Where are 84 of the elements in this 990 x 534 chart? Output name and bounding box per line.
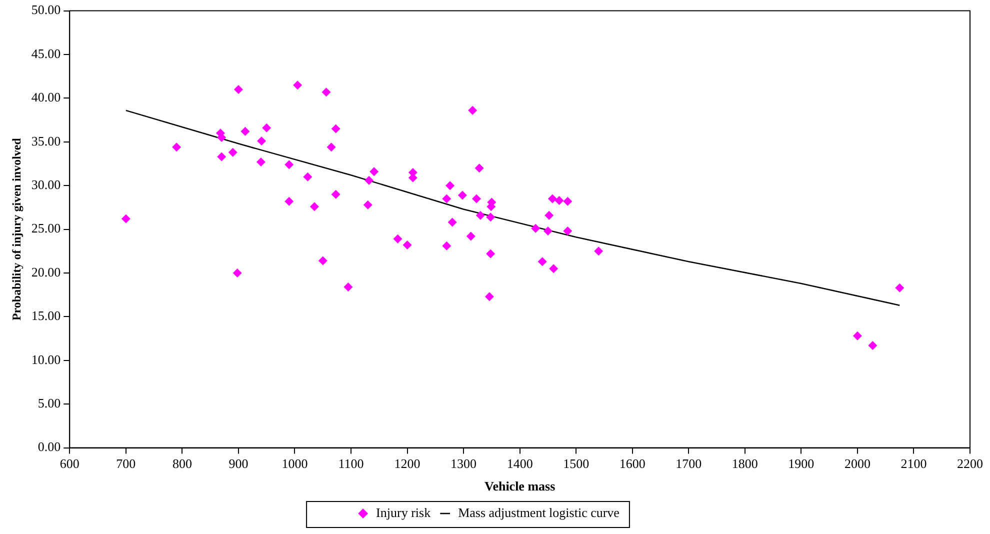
point [563,196,572,206]
point [256,158,266,166]
point [293,80,302,90]
y-tick-label: 50.00 [31,2,61,18]
x-tick-label: 1100 [338,456,364,472]
point [257,136,266,146]
point [364,176,374,185]
point [446,181,455,190]
x-tick-label: 2100 [900,456,927,472]
y-tick-label: 5.00 [38,396,61,411]
x-tick-label: 1900 [788,456,814,472]
point [472,194,481,204]
x-tick-label: 900 [228,456,248,472]
point [322,88,331,97]
point [393,234,402,244]
y-tick-label: 45.00 [31,46,61,61]
x-tick-label: 700 [116,456,136,472]
point [531,224,540,233]
point [331,124,340,134]
point [262,123,272,132]
point [370,167,379,176]
point [486,249,496,258]
y-tick-label: 0.00 [38,439,61,454]
point [331,190,340,199]
x-tick-label: 1600 [619,456,646,472]
legend-label: Injury risk [376,504,432,520]
point [448,218,457,227]
x-tick-label: 1700 [676,456,702,472]
y-tick-label: 35.00 [31,133,61,148]
point [548,194,557,204]
point [486,212,496,222]
point [326,142,336,152]
point [310,202,319,212]
point [852,331,862,340]
point [544,210,554,220]
y-tick-label: 30.00 [31,177,61,192]
point [538,257,547,266]
x-tick-label: 600 [60,456,80,472]
point [284,160,294,170]
point [458,190,467,200]
x-tick-label: 2000 [844,456,870,472]
y-tick-label: 40.00 [31,90,61,105]
point [284,196,294,206]
point [563,226,572,236]
point [549,264,558,274]
point [442,194,452,204]
point [442,241,452,250]
point [363,200,372,210]
x-tick-label: 800 [172,456,192,472]
point [172,142,182,152]
point [217,152,226,162]
x-tick-label: 2200 [957,456,983,472]
point [240,126,250,136]
y-tick-label: 15.00 [31,308,61,324]
point [121,214,130,224]
point [474,164,484,173]
y-axis-title: Probability of injury given involved [9,138,24,321]
point [868,341,878,350]
point [476,210,485,220]
point [484,292,494,302]
x-tick-label: 1300 [450,456,477,472]
point [303,172,312,182]
x-axis-title: Vehicle mass [484,478,556,494]
point [344,282,353,292]
y-tick-label: 20.00 [31,264,61,280]
point [466,232,476,241]
y-tick-label: 10.00 [31,352,61,367]
point [594,246,604,256]
x-tick-label: 1000 [282,456,308,472]
point [468,106,478,115]
point [234,84,243,94]
x-tick-label: 1800 [732,456,758,472]
y-tick-label: 25.00 [31,220,61,236]
x-tick-label: 1400 [506,456,533,472]
point [232,268,242,278]
point [554,196,564,205]
legend-label: Mass adjustment logistic curve [458,504,620,520]
x-tick-label: 1200 [394,456,420,472]
point [895,283,904,292]
point [318,256,328,266]
point [543,226,552,236]
point [402,240,412,250]
x-tick-label: 1500 [563,456,590,472]
point [228,148,238,157]
